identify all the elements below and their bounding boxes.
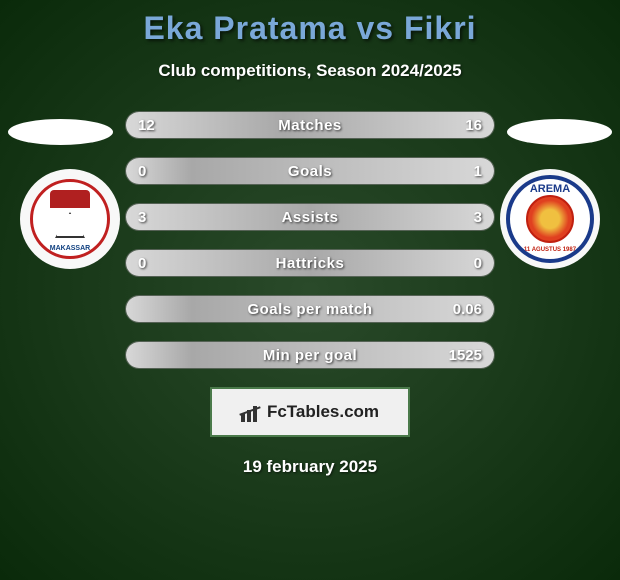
- team-badge-right-text-top: AREMA: [510, 183, 590, 195]
- page-title: Eka Pratama vs Fikri: [0, 0, 620, 47]
- stat-label: Goals per match: [126, 296, 494, 322]
- country-flag-left: [8, 119, 113, 145]
- stat-row: 0.06Goals per match: [125, 295, 495, 323]
- brand-box[interactable]: FcTables.com: [210, 387, 410, 437]
- stat-label: Matches: [126, 112, 494, 138]
- stat-row: 1216Matches: [125, 111, 495, 139]
- stat-label: Goals: [126, 158, 494, 184]
- subtitle: Club competitions, Season 2024/2025: [0, 61, 620, 81]
- country-flag-right: [507, 119, 612, 145]
- team-badge-left-text: MAKASSAR: [33, 245, 107, 252]
- stat-row: 00Hattricks: [125, 249, 495, 277]
- stat-row: 01Goals: [125, 157, 495, 185]
- stat-label: Assists: [126, 204, 494, 230]
- stat-label: Min per goal: [126, 342, 494, 368]
- team-badge-right-center: [526, 195, 574, 243]
- date-label: 19 february 2025: [0, 457, 620, 477]
- team-badge-left: MAKASSAR: [20, 169, 120, 269]
- stat-row: 33Assists: [125, 203, 495, 231]
- stat-bars: 1216Matches 01Goals 33Assists 00Hattricks 0.…: [125, 111, 495, 369]
- team-badge-left-inner: MAKASSAR: [30, 179, 110, 259]
- team-badge-right: AREMA 11 AGUSTUS 1987: [500, 169, 600, 269]
- stat-row: 1525Min per goal: [125, 341, 495, 369]
- brand-text: FcTables.com: [267, 402, 379, 422]
- team-badge-right-text-bottom: 11 AGUSTUS 1987: [510, 247, 590, 253]
- team-badge-right-inner: AREMA 11 AGUSTUS 1987: [506, 175, 594, 263]
- fctables-logo-icon: [241, 402, 261, 422]
- comparison-content: MAKASSAR AREMA 11 AGUSTUS 1987 1216Match…: [0, 111, 620, 477]
- stat-label: Hattricks: [126, 250, 494, 276]
